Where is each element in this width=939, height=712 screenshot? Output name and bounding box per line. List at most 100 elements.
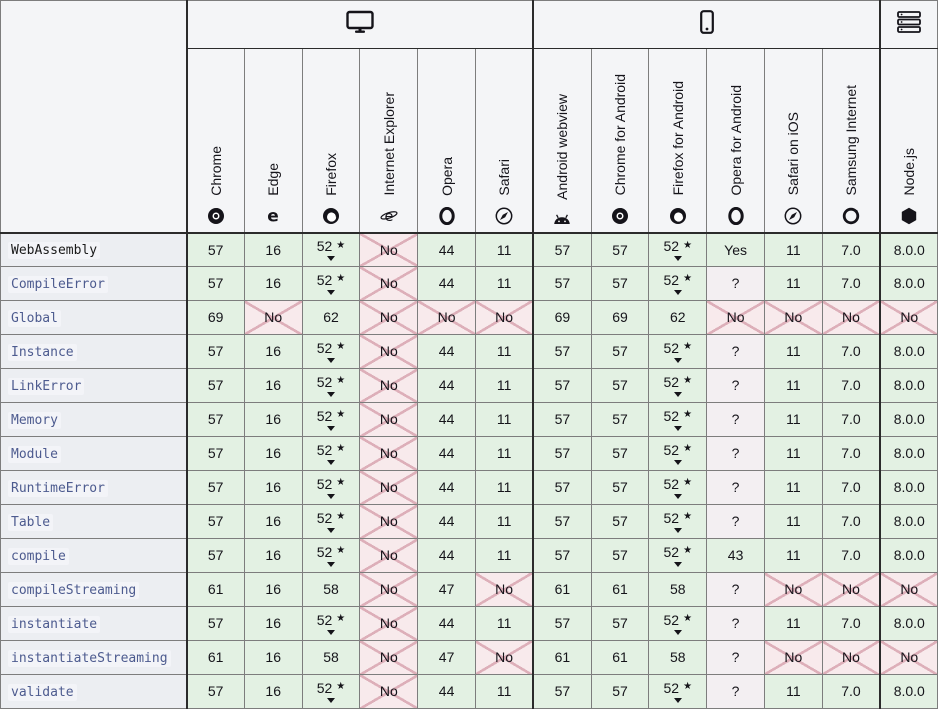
feature-link[interactable]: compileStreaming (8, 581, 140, 599)
support-cell[interactable]: 52 ★ (648, 606, 708, 641)
support-cell: 61 (590, 572, 650, 607)
browser-name: Samsung Internet (842, 84, 859, 196)
support-value: 57 (554, 547, 571, 564)
support-cell: 8.0.0 (879, 402, 939, 437)
support-value: 11 (496, 411, 512, 428)
support-cell: 7.0 (821, 402, 881, 437)
support-value: 8.0.0 (893, 615, 925, 632)
browser-header-internet-explorer: Internet Explorer e (359, 48, 419, 234)
note-star-icon: ★ (683, 545, 693, 557)
support-value: 52 (316, 441, 333, 458)
support-value: 11 (786, 411, 801, 428)
support-cell: 58 (301, 640, 361, 675)
support-cell: No (243, 300, 303, 335)
feature-link[interactable]: RuntimeError (8, 479, 108, 497)
support-value: 57 (612, 547, 628, 564)
support-value: ? (731, 615, 740, 632)
support-cell: 7.0 (821, 470, 881, 505)
support-cell[interactable]: 52 ★ (648, 334, 708, 369)
feature-link[interactable]: Global (8, 309, 61, 327)
support-cell[interactable]: 52 ★ (648, 368, 708, 403)
support-value: No (784, 649, 803, 666)
support-cell: ? (706, 368, 765, 403)
support-cell[interactable]: 52 ★ (301, 402, 361, 437)
support-value: 52 (316, 611, 333, 628)
support-value: No (726, 309, 745, 326)
support-cell[interactable]: 52 ★ (301, 334, 361, 369)
support-cell[interactable]: 52 ★ (301, 606, 361, 641)
note-star-icon: ★ (683, 443, 693, 455)
expand-arrow-icon (673, 562, 682, 568)
support-cell: 7.0 (821, 232, 881, 267)
support-cell[interactable]: 52 ★ (648, 674, 708, 709)
feature-link[interactable]: validate (8, 683, 77, 701)
support-cell: 47 (417, 572, 476, 607)
feature-link[interactable]: Module (8, 445, 61, 463)
support-value: ? (731, 275, 740, 292)
feature-link[interactable]: compile (8, 547, 69, 565)
support-value: 16 (265, 343, 281, 360)
support-value: 57 (207, 275, 224, 292)
expand-arrow-icon (673, 528, 682, 534)
support-value: 52 (316, 679, 333, 696)
support-cell: 43 (706, 538, 765, 573)
feature-link[interactable]: LinkError (8, 377, 85, 395)
support-value: 11 (786, 479, 801, 496)
support-value: No (784, 581, 803, 598)
support-cell[interactable]: 52 ★ (648, 470, 708, 505)
support-cell[interactable]: 52 ★ (648, 436, 708, 471)
expand-arrow-icon (673, 698, 682, 704)
support-value: 11 (496, 445, 512, 462)
support-value: 61 (554, 581, 571, 598)
support-cell[interactable]: 52 ★ (301, 538, 361, 573)
support-cell[interactable]: 52 ★ (648, 402, 708, 437)
support-cell: 57 (185, 436, 245, 471)
support-cell[interactable]: 52 ★ (648, 538, 708, 573)
support-value: 62 (669, 309, 686, 326)
support-cell[interactable]: 52 ★ (648, 504, 708, 539)
feature-link[interactable]: Table (8, 513, 54, 531)
feature-link[interactable]: CompileError (8, 275, 108, 293)
support-value: 7.0 (841, 445, 861, 462)
support-cell: 57 (532, 504, 592, 539)
support-cell: 16 (243, 436, 303, 471)
expand-arrow-icon (673, 290, 682, 296)
feature-name: instantiateStreaming (0, 640, 188, 675)
feature-name: RuntimeError (0, 470, 188, 505)
support-value: No (379, 377, 398, 394)
support-value: 16 (265, 411, 281, 428)
feature-link[interactable]: instantiateStreaming (8, 649, 171, 667)
feature-link[interactable]: Memory (8, 411, 61, 429)
corner-cell (0, 0, 188, 234)
support-value: 44 (438, 411, 455, 428)
expand-arrow-icon (326, 290, 335, 296)
support-value: 52 (316, 509, 333, 526)
support-cell: 57 (590, 470, 650, 505)
support-value: 57 (612, 411, 628, 428)
support-value: 61 (207, 649, 224, 666)
support-cell[interactable]: 52 ★ (301, 266, 361, 301)
support-cell[interactable]: 52 ★ (301, 436, 361, 471)
support-cell: 11 (763, 232, 823, 267)
feature-link[interactable]: instantiate (8, 615, 101, 633)
note-star-icon: ★ (336, 273, 346, 285)
support-cell: 61 (590, 640, 650, 675)
support-cell[interactable]: 52 ★ (648, 232, 708, 267)
feature-link[interactable]: Instance (8, 343, 77, 361)
support-value: 52 (663, 441, 680, 458)
feature-row: Table 57 16 52 ★ No 44 11 57 57 52 ★? 11 7.0 8.0.0 (0, 504, 939, 539)
support-cell[interactable]: 52 ★ (301, 470, 361, 505)
support-value: 61 (612, 649, 628, 666)
support-cell[interactable]: 52 ★ (301, 368, 361, 403)
support-cell: No (821, 300, 881, 335)
support-cell: No (763, 300, 823, 335)
support-cell[interactable]: 52 ★ (301, 232, 361, 267)
support-cell: 11 (474, 232, 534, 267)
note-star-icon: ★ (336, 477, 346, 489)
support-value: 8.0.0 (893, 445, 925, 462)
support-value: 52 (663, 271, 680, 288)
support-cell[interactable]: 52 ★ (301, 674, 361, 709)
support-cell[interactable]: 52 ★ (301, 504, 361, 539)
feature-row: compileStreaming 61 16 58 No 47 No 61 61 58? No No N… (0, 572, 939, 607)
support-cell[interactable]: 52 ★ (648, 266, 708, 301)
